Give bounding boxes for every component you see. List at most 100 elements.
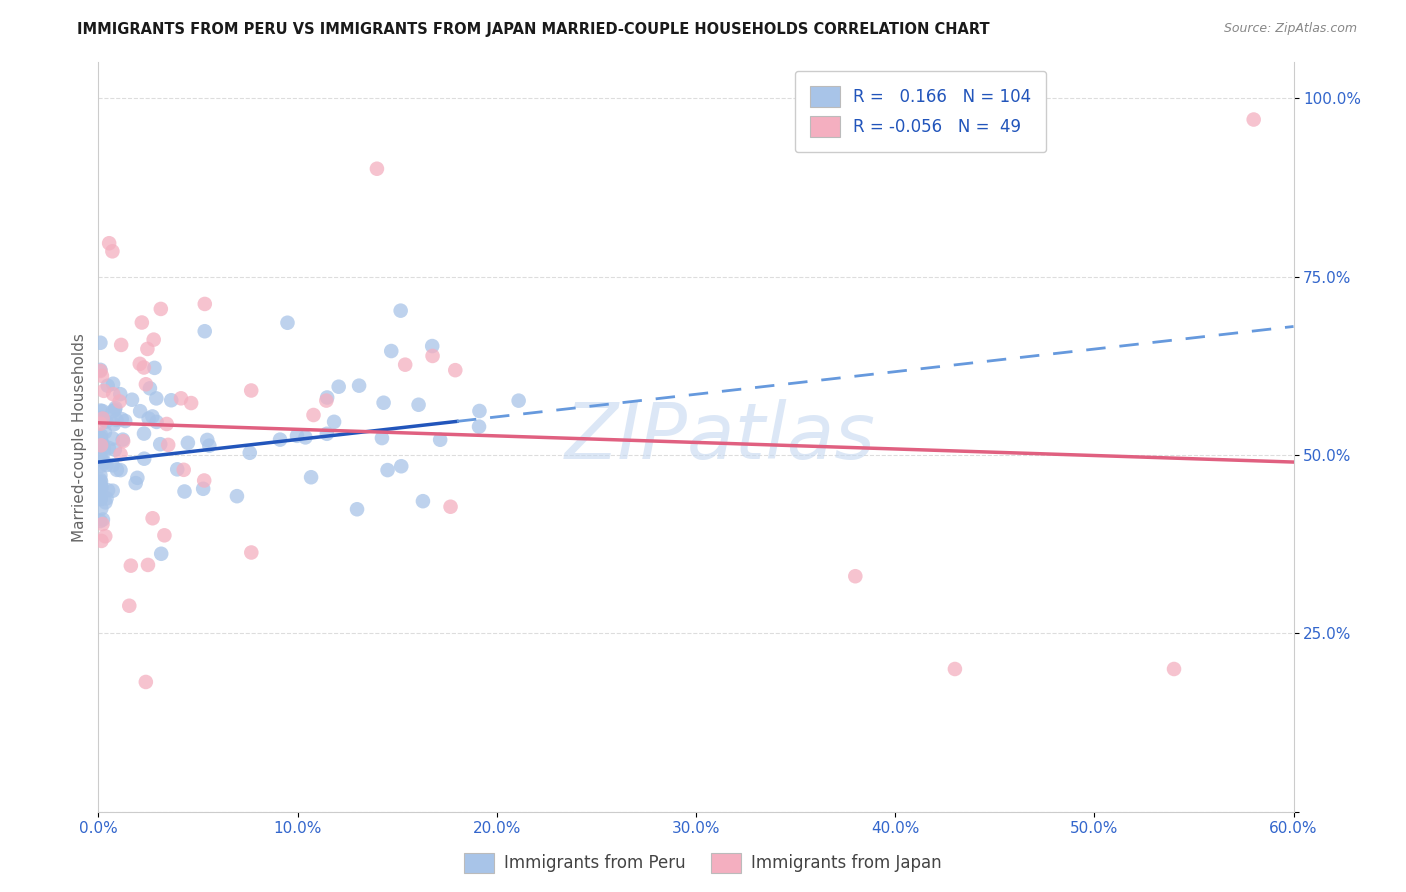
Point [125,476,148,491]
Point [420,339,443,353]
Point [89,363,111,377]
Point [90,479,112,493]
Point [468,419,491,434]
Point [89,430,111,444]
Text: IMMIGRANTS FROM PERU VS IMMIGRANTS FROM JAPAN MARRIED-COUPLE HOUSEHOLDS CORRELAT: IMMIGRANTS FROM PERU VS IMMIGRANTS FROM … [77,22,990,37]
Point [170,392,193,406]
Point [226,489,249,503]
Point [89,364,111,378]
Point [380,344,402,359]
Point [134,451,156,466]
Point [103,417,125,432]
Point [89,514,111,528]
Point [90,438,112,452]
Point [132,360,155,375]
Point [96,491,118,506]
Point [142,333,165,347]
Point [129,404,152,418]
Point [89,468,111,483]
Point [323,415,346,429]
Point [101,458,124,473]
Point [394,358,416,372]
Point [194,324,217,338]
Point [389,459,412,474]
Point [94,529,117,543]
Point [90,411,112,425]
Point [302,408,325,422]
Point [328,380,350,394]
Point [91,446,114,460]
Point [89,435,111,450]
Point [444,363,467,377]
Point [180,396,202,410]
Point [377,463,399,477]
Point [101,404,124,418]
Point [91,512,114,526]
Point [136,558,159,572]
Point [299,470,322,484]
Point [138,411,160,425]
Point [142,511,165,525]
Point [135,377,157,392]
Point [468,404,491,418]
Point [145,392,167,406]
Point [90,481,112,495]
Point [439,500,461,514]
Point [177,435,200,450]
Point [131,316,153,330]
Legend: R =   0.166   N = 104, R = -0.056   N =  49: R = 0.166 N = 104, R = -0.056 N = 49 [794,70,1046,152]
Point [143,360,166,375]
Point [149,437,172,451]
Point [366,161,388,176]
Point [89,478,111,492]
Point [145,415,167,429]
Point [195,433,218,447]
Point [104,401,127,415]
Point [240,384,263,398]
Point [128,357,150,371]
Point [89,431,111,445]
Point [315,426,337,441]
Point [97,441,120,455]
Point [121,392,143,407]
Point [239,446,262,460]
Point [149,301,172,316]
Point [136,342,159,356]
Point [89,491,111,506]
Point [153,528,176,542]
Y-axis label: Married-couple Households: Married-couple Households [72,333,87,541]
Point [89,403,111,417]
Point [429,433,451,447]
Point [89,491,111,506]
Point [91,368,114,383]
Point [89,477,111,491]
Point [96,415,118,429]
Point [105,463,128,477]
Point [110,447,132,461]
Point [373,395,395,409]
Point [1243,112,1265,127]
Point [97,483,120,498]
Point [173,463,195,477]
Point [412,494,434,508]
Point [90,428,112,442]
Text: Source: ZipAtlas.com: Source: ZipAtlas.com [1223,22,1357,36]
Point [508,393,530,408]
Point [316,391,339,405]
Point [315,393,337,408]
Point [198,439,221,453]
Point [110,463,132,477]
Point [114,414,136,428]
Point [89,480,111,494]
Point [156,417,179,431]
Point [98,236,121,251]
Point [389,303,412,318]
Point [118,599,141,613]
Point [89,335,111,350]
Point [422,349,444,363]
Point [104,442,127,457]
Point [276,316,298,330]
Point [97,378,120,392]
Point [111,412,134,426]
Point [103,387,125,401]
